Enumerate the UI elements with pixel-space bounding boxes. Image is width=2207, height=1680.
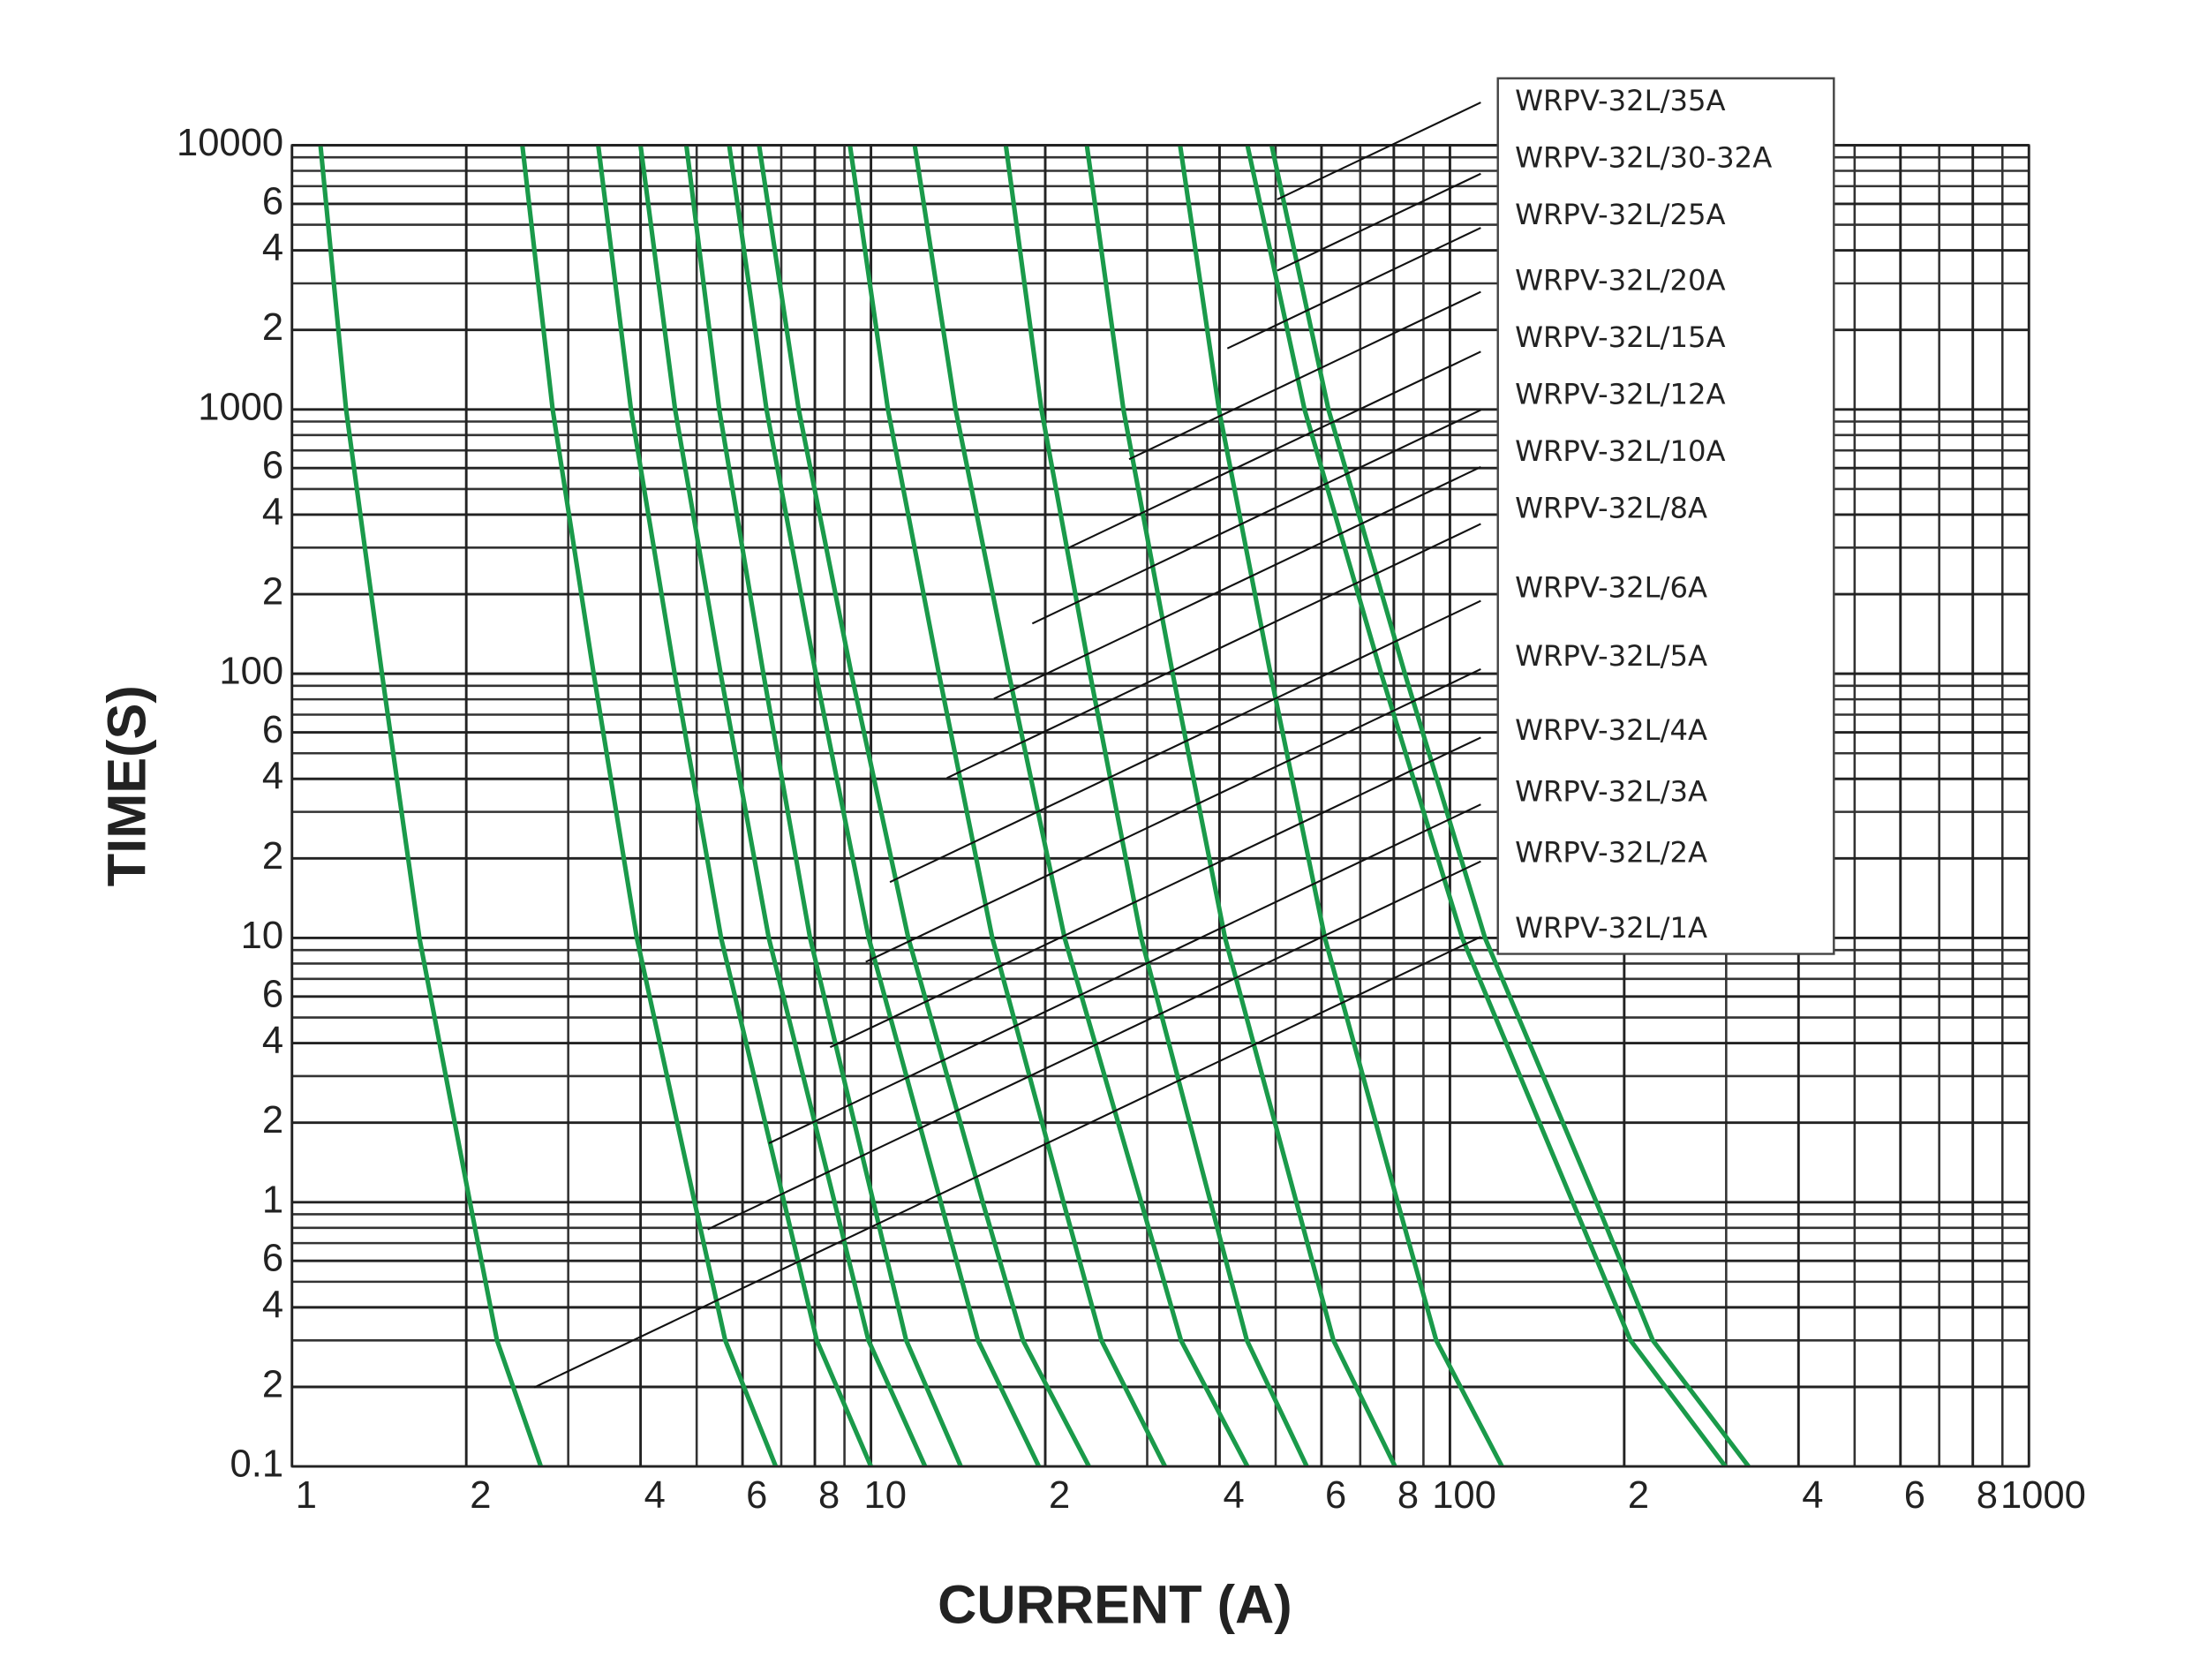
x-tick-label: 8: [818, 1474, 840, 1517]
tick-labels: 1 2 4 6 8 10 2 4 6 8 100 2 4 6 8 10000.1246124610246100…: [177, 122, 2086, 1517]
y-tick-label: 4: [262, 1284, 283, 1326]
legend-label: WRPV-32L/5A: [1515, 639, 1707, 673]
y-tick-label: 2: [262, 1363, 283, 1405]
plot-frame: [290, 144, 2030, 1468]
leader-line: [1226, 227, 1481, 350]
leader-line: [829, 736, 1481, 1049]
fuse-curve: [318, 145, 544, 1467]
y-tick-label: 10: [241, 915, 283, 957]
x-tick-label: 10: [864, 1474, 907, 1517]
x-tick-label: 2: [1049, 1474, 1070, 1517]
x-tick-label: 100: [1432, 1474, 1496, 1517]
legend-label: WRPV-32L/6A: [1515, 571, 1707, 605]
x-tick-label: 4: [1223, 1474, 1244, 1517]
leader-line: [1031, 409, 1481, 625]
x-tick-label: 2: [1628, 1474, 1649, 1517]
y-tick-label: 2: [262, 571, 283, 614]
x-tick-label: 4: [644, 1474, 666, 1517]
x-tick-label: 6: [746, 1474, 767, 1517]
legend-label: WRPV-32L/10A: [1515, 434, 1726, 468]
y-tick-label: 6: [262, 1238, 283, 1280]
y-tick-label: 100: [219, 651, 283, 693]
y-tick-label: 6: [262, 445, 283, 487]
y-tick-label: 1000: [198, 386, 283, 428]
y-tick-label: 1: [262, 1179, 283, 1221]
legend-label: WRPV-32L/1A: [1515, 911, 1707, 945]
fuse-curve: [683, 145, 963, 1468]
leader-line: [768, 803, 1481, 1144]
legend-label: WRPV-32L/3A: [1515, 774, 1707, 808]
leader-line: [707, 860, 1481, 1231]
leader-line: [865, 668, 1481, 963]
y-tick-label: 2: [262, 306, 283, 349]
y-tick-label: 4: [262, 1020, 283, 1062]
leader-line: [889, 599, 1481, 884]
x-tick-label: 6: [1904, 1474, 1925, 1517]
legend: WRPV-32L/1A WRPV-32L/2A WRPV-32L/3A WRPV-32…: [1515, 84, 1772, 945]
x-tick-label: 4: [1802, 1474, 1823, 1517]
curves: [318, 144, 1751, 1468]
legend-label: WRPV-32L/35A: [1515, 84, 1726, 117]
x-tick-label: 6: [1325, 1474, 1346, 1517]
fuse-curve: [847, 145, 1167, 1468]
fuse-curve: [757, 145, 1091, 1468]
x-tick-label: 8: [1977, 1474, 1998, 1517]
y-tick-label: 0.1: [230, 1443, 284, 1486]
y-tick-label: 2: [262, 835, 283, 878]
legend-label: WRPV-32L/30-32A: [1515, 141, 1772, 175]
fuse-curve: [1269, 144, 1751, 1468]
legend-box: [1496, 77, 1835, 955]
y-tick-label: 10000: [177, 122, 283, 164]
x-tick-label: 2: [470, 1474, 491, 1517]
legend-label: WRPV-32L/15A: [1515, 320, 1726, 354]
leader-line: [1067, 350, 1481, 549]
leader-line: [993, 466, 1481, 700]
legend-label: WRPV-32L/20A: [1515, 263, 1726, 297]
fuse-curve: [727, 145, 1042, 1468]
x-tick-label: 1000: [2000, 1474, 2086, 1517]
y-tick-label: 6: [262, 973, 283, 1015]
x-axis-title: CURRENT (A): [938, 1575, 1292, 1635]
leader-line: [1128, 290, 1481, 461]
y-axis-title: TIME(S): [97, 685, 157, 886]
fuse-curve: [596, 145, 874, 1468]
x-tick-label: 1: [296, 1474, 317, 1517]
fuse-curve: [520, 145, 779, 1468]
leader-line: [533, 936, 1481, 1389]
y-tick-label: 4: [262, 491, 283, 533]
fuse-curve: [1245, 144, 1728, 1468]
legend-leaders: [533, 102, 1481, 1389]
y-tick-label: 2: [262, 1099, 283, 1141]
leader-line: [946, 523, 1481, 780]
y-tick-label: 4: [262, 227, 283, 269]
leader-line: [1277, 172, 1481, 272]
fuse-curve: [912, 145, 1250, 1468]
fuse-curve: [1003, 145, 1309, 1468]
legend-label: WRPV-32L/8A: [1515, 491, 1707, 524]
fuse-curve: [637, 145, 928, 1468]
legend-label: WRPV-32L/12A: [1515, 377, 1726, 411]
y-tick-label: 6: [262, 180, 283, 222]
fuse-curve: [1178, 145, 1504, 1468]
fuse-curve: [1084, 145, 1397, 1468]
legend-label: WRPV-32L/4A: [1515, 713, 1707, 747]
y-tick-label: 6: [262, 709, 283, 751]
y-tick-label: 4: [262, 756, 283, 798]
legend-label: WRPV-32L/2A: [1515, 836, 1707, 870]
leader-line: [1277, 102, 1481, 200]
x-tick-label: 8: [1397, 1474, 1419, 1517]
legend-label: WRPV-32L/25A: [1515, 198, 1726, 231]
